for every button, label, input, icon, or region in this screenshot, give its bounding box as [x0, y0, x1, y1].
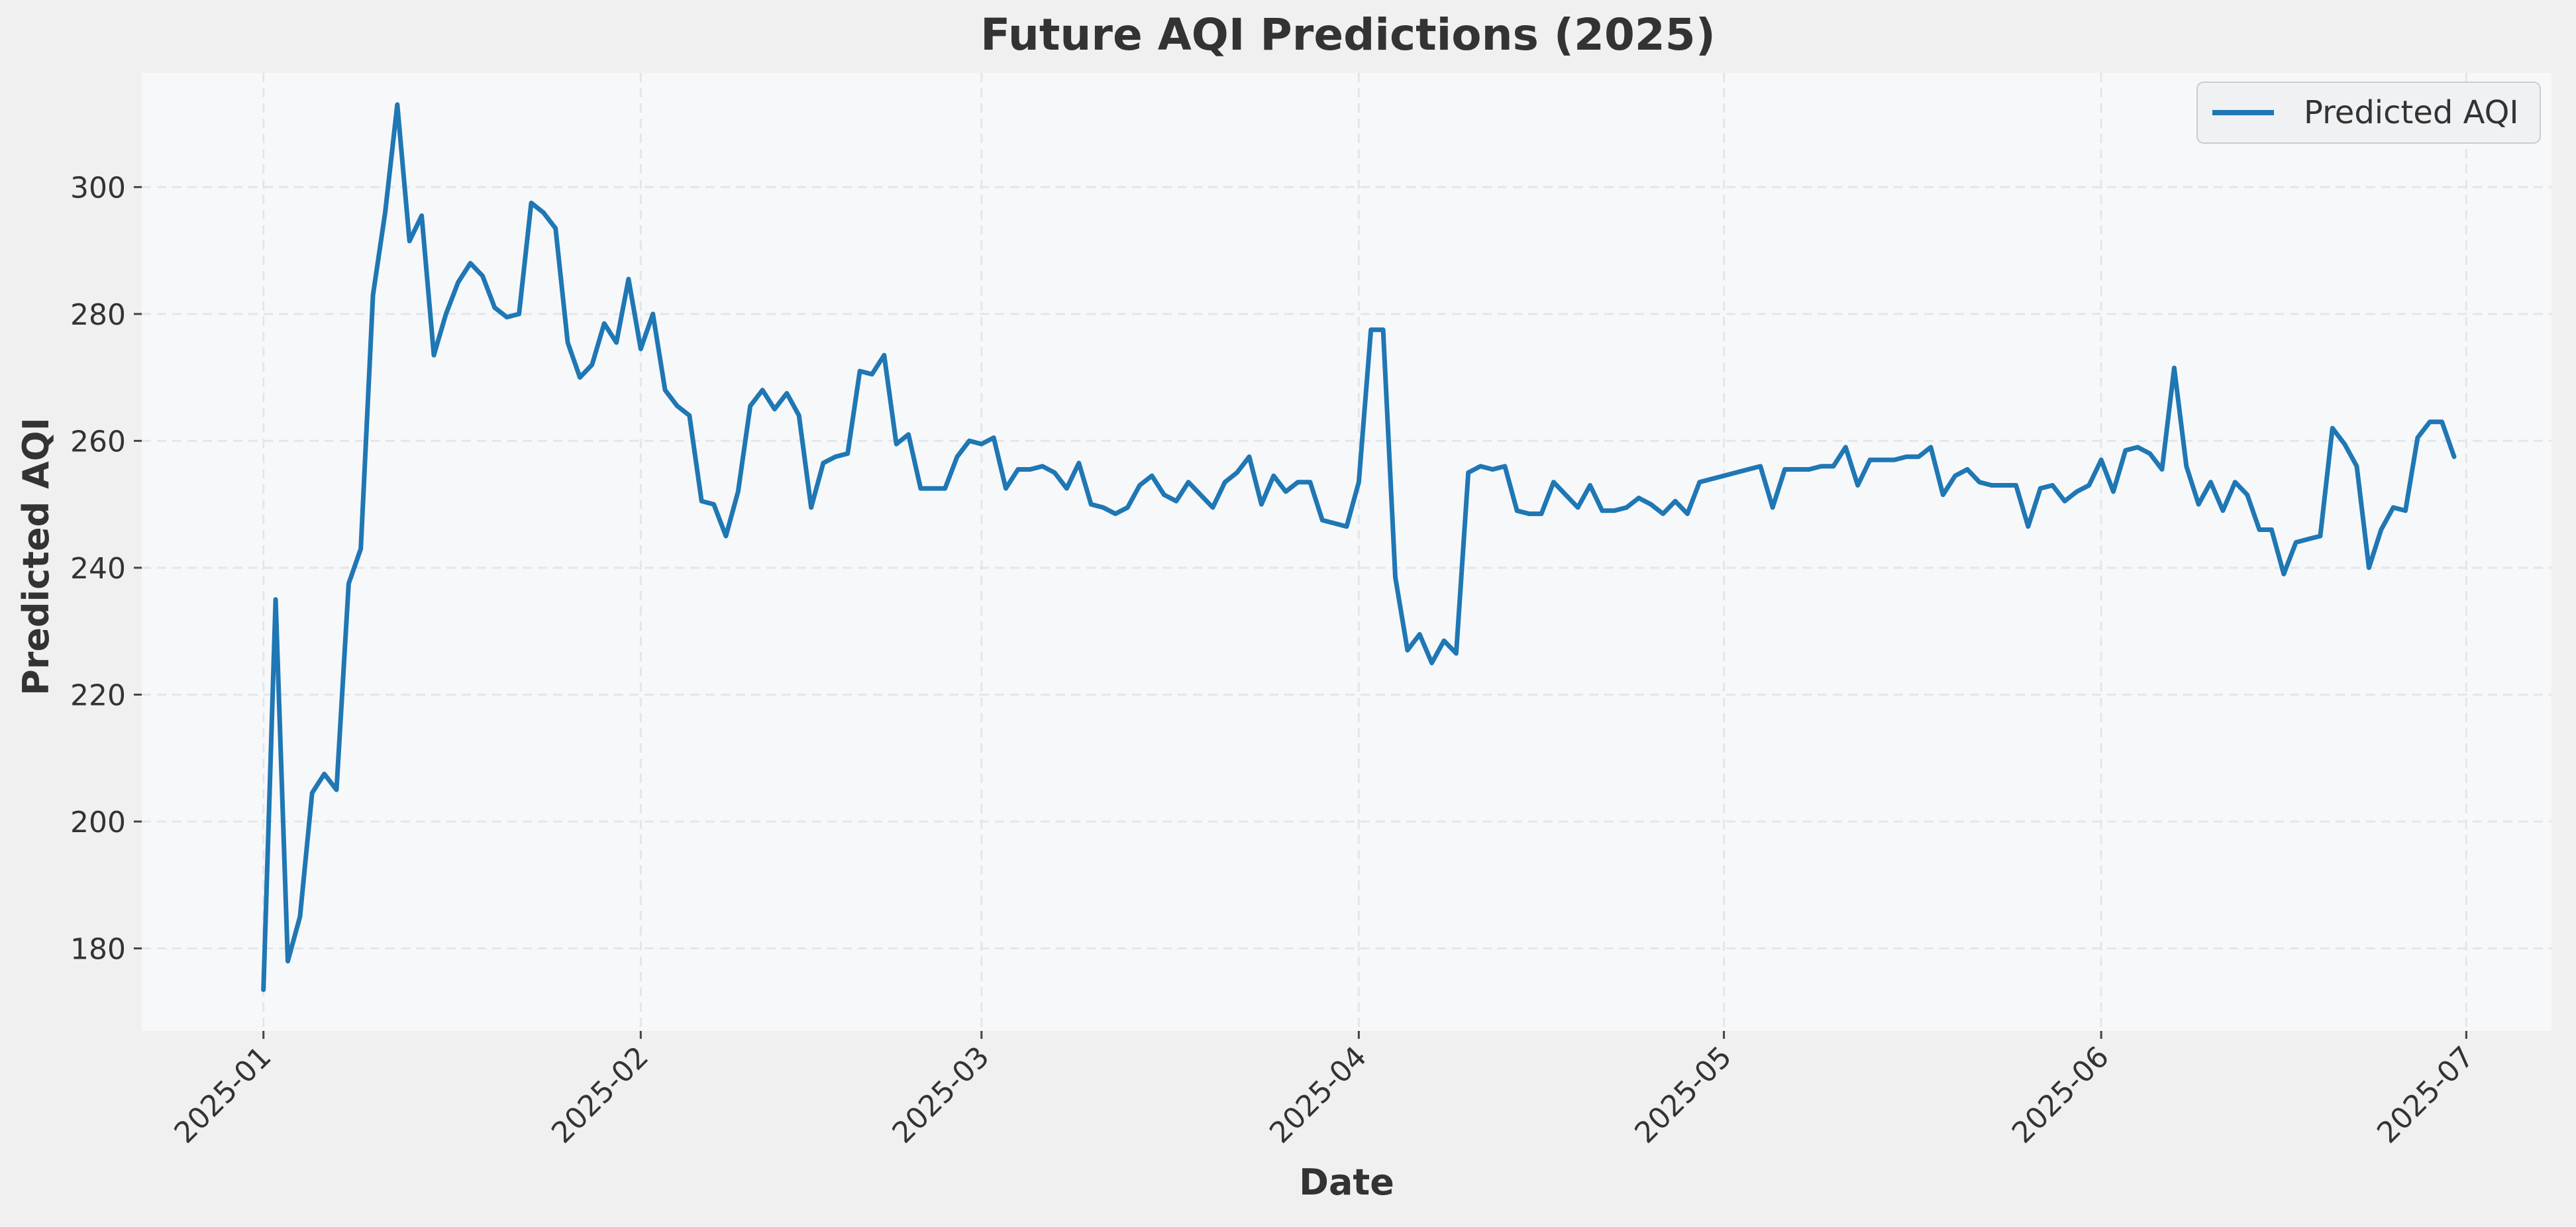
y-tick-label: 180 [70, 933, 126, 967]
chart-title: Future AQI Predictions (2025) [980, 9, 1716, 60]
y-tick-label: 260 [70, 425, 126, 458]
plot-area [142, 73, 2551, 1031]
series-line-predicted-aqi [261, 102, 2457, 992]
y-tick-label: 200 [70, 806, 126, 839]
y-tick-label: 220 [70, 678, 126, 712]
legend: Predicted AQI [2196, 81, 2541, 144]
x-axis-label: Date [1299, 1161, 1394, 1203]
legend-box [2196, 81, 2541, 144]
y-tick-label: 280 [70, 298, 126, 332]
y-axis-label: Predicted AQI [15, 417, 57, 696]
y-tick-label: 300 [70, 171, 126, 205]
legend-label: Predicted AQI [2304, 94, 2519, 131]
gridlines [142, 73, 2551, 1031]
y-tick-label: 240 [70, 552, 126, 586]
